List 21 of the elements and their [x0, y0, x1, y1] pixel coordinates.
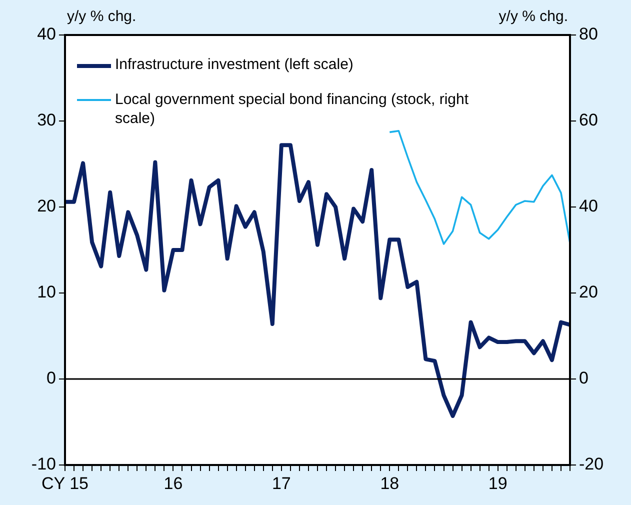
x-tick-label: 16	[164, 474, 183, 493]
y2-tick-label: 60	[579, 110, 598, 130]
x-tick-label: CY 15	[42, 474, 88, 493]
x-tick-label: 19	[488, 474, 508, 493]
legend-label: Local government special bond financing (stock, right scale)	[115, 90, 470, 128]
y-tick-label: 0	[46, 368, 56, 388]
y-tick-label: -10	[31, 454, 56, 474]
y-tick-label: 40	[37, 24, 56, 44]
legend-label: Infrastructure investment (left scale)	[115, 55, 354, 74]
y-tick-label: 30	[37, 110, 56, 130]
y-tick-label: 20	[37, 196, 56, 216]
y-tick-label: 10	[37, 282, 56, 302]
x-tick-label: 17	[272, 474, 291, 493]
y2-tick-label: 0	[579, 368, 588, 388]
y2-tick-label: 80	[579, 24, 598, 44]
y2-tick-label: -20	[579, 454, 604, 474]
y-axis-title: y/y % chg.	[67, 8, 136, 25]
y2-axis-title: y/y % chg.	[498, 8, 568, 25]
y2-tick-label: 40	[579, 196, 598, 216]
x-tick-label: 18	[380, 474, 400, 493]
y2-tick-label: 20	[579, 282, 598, 302]
